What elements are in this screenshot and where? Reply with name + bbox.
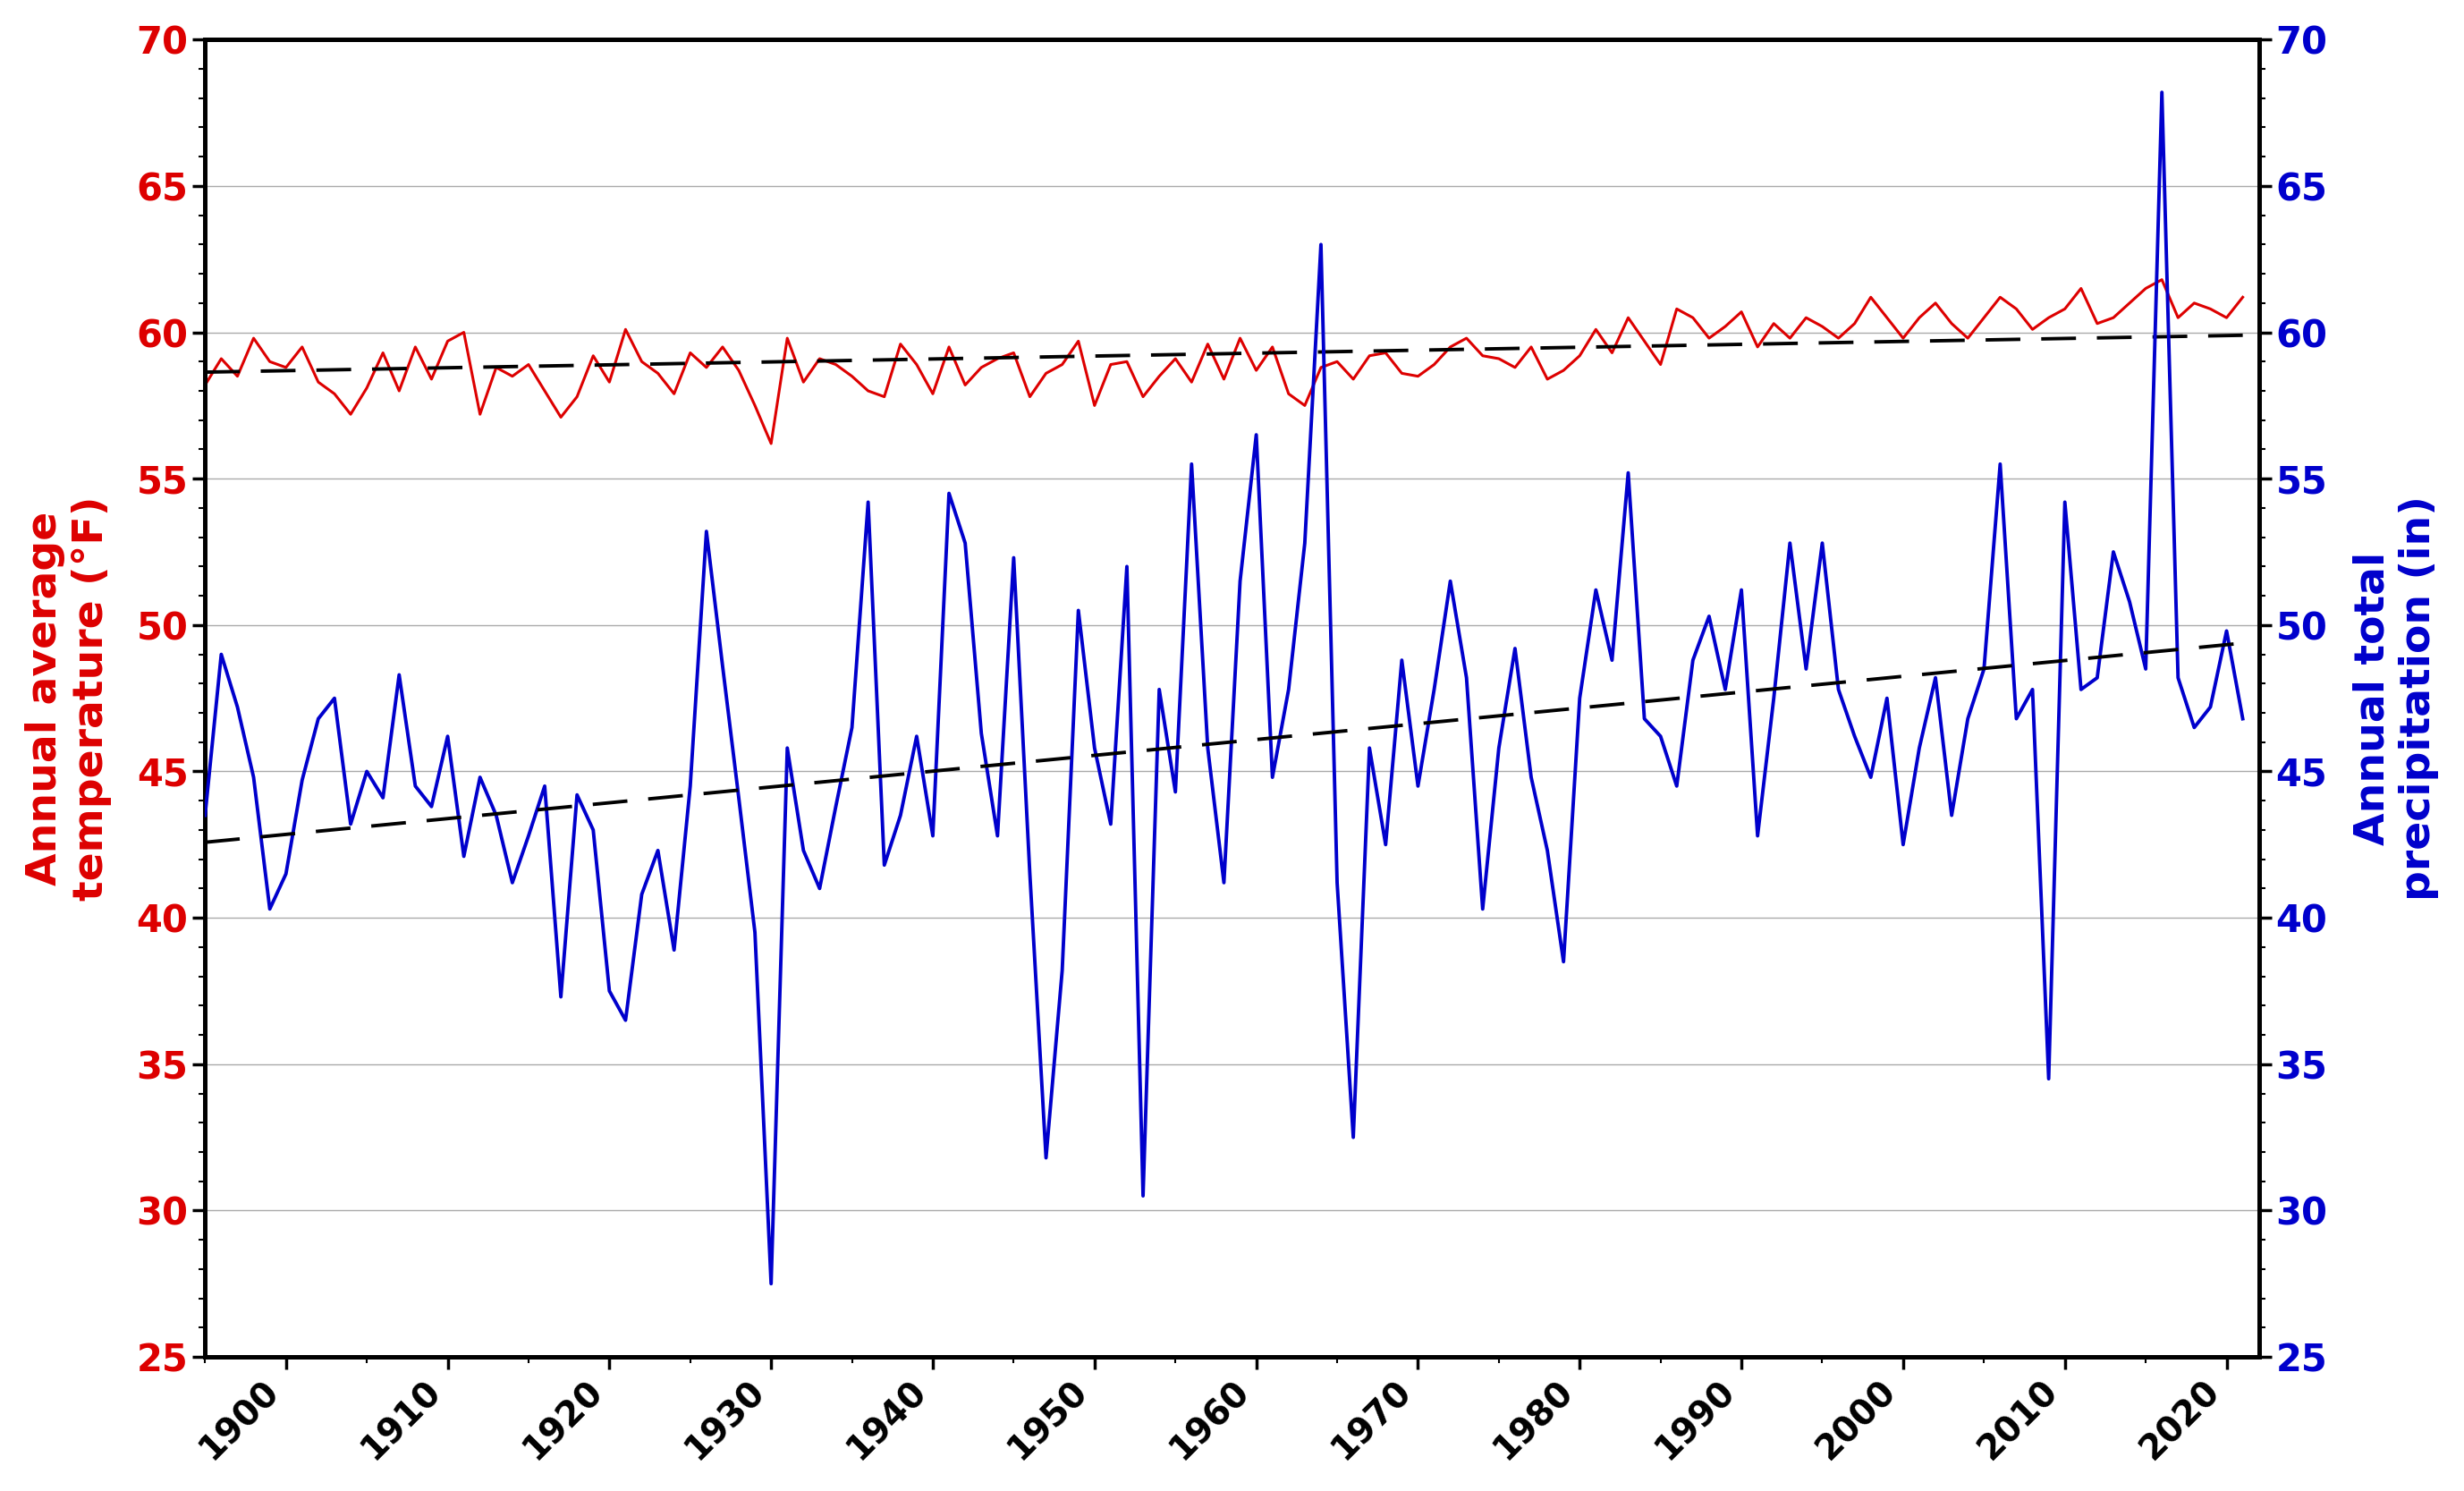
Y-axis label: Annual average
temperature (°F): Annual average temperature (°F)	[25, 497, 111, 901]
Y-axis label: Annual total
precipitation (in): Annual total precipitation (in)	[2353, 495, 2439, 901]
